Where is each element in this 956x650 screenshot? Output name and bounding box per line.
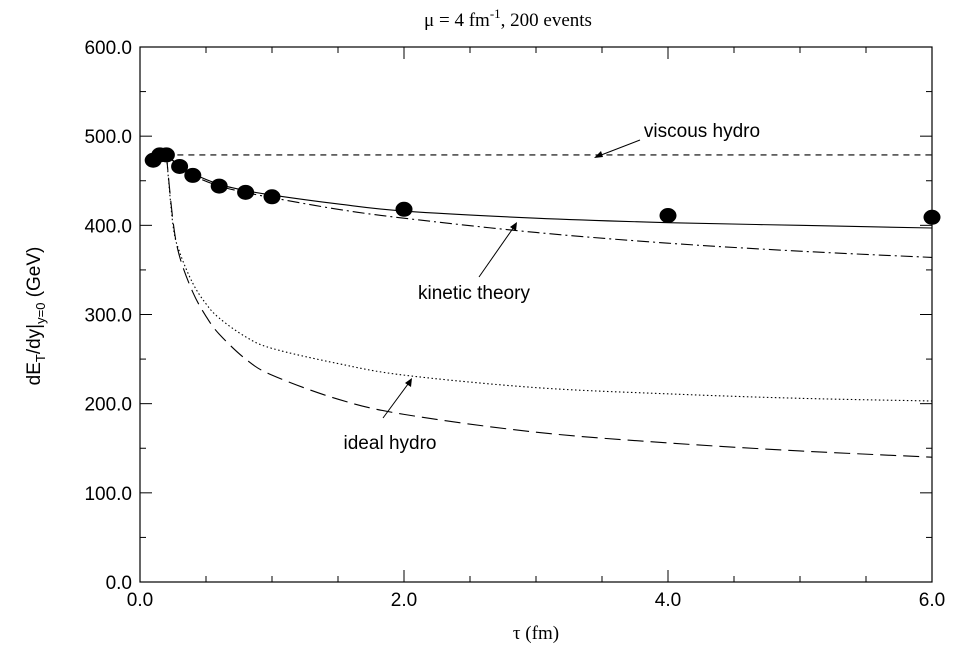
annotation-ideal-hydro: ideal hydro <box>344 433 437 454</box>
y-tick-label: 600.0 <box>84 38 132 59</box>
annotation-viscous-hydro: viscous hydro <box>644 121 760 142</box>
y-tick-label: 300.0 <box>84 306 132 327</box>
data-point <box>184 167 202 183</box>
data-point <box>171 158 189 174</box>
x-tick-label: 6.0 <box>919 590 945 611</box>
data-points <box>144 147 941 225</box>
data-point <box>659 208 677 224</box>
annotation-kinetic-theory: kinetic theory <box>418 283 530 304</box>
chart-title: μ = 4 fm-1, 200 events <box>424 6 592 31</box>
data-point <box>237 184 255 200</box>
arrowhead-viscous-hydro <box>594 151 603 158</box>
y-tick-label: 100.0 <box>84 484 132 505</box>
x-tick-label: 0.0 <box>127 590 153 611</box>
data-point <box>210 178 228 194</box>
arrowhead-ideal-hydro <box>405 378 412 387</box>
arrow-ideal-hydro <box>382 379 412 419</box>
x-axis-label: τ (fm) <box>513 623 559 644</box>
arrowhead-kinetic-theory <box>510 222 517 231</box>
data-point <box>395 201 413 217</box>
y-tick-label: 0.0 <box>106 573 132 594</box>
y-tick-label: 200.0 <box>84 395 132 416</box>
y-tick-label: 400.0 <box>84 216 132 237</box>
title-superscript: -1 <box>490 6 501 21</box>
arrow-viscous-hydro <box>595 139 641 158</box>
y-axis-label: dET/dy|y=0 (GeV) <box>24 247 48 386</box>
arrow-kinetic-theory <box>478 223 517 278</box>
plot-frame <box>139 46 933 583</box>
series-line-long-dashed <box>165 154 933 458</box>
series-line-dash-dot <box>166 154 933 258</box>
annotations: viscous hydro kinetic theory ideal hydro <box>344 121 761 454</box>
axis-ticks: 0.0 2.0 4.0 6.0 0.0 100.0 200.0 300.0 400.0 500.0… <box>84 38 945 611</box>
series-line-kinetic-theory <box>166 154 933 229</box>
series-line-ideal-hydro <box>165 154 933 402</box>
x-tick-label: 2.0 <box>391 590 417 611</box>
x-tick-label: 4.0 <box>655 590 681 611</box>
series-group <box>165 154 933 458</box>
data-point <box>157 147 175 163</box>
y-tick-label: 500.0 <box>84 127 132 148</box>
data-point <box>263 189 281 205</box>
data-point <box>923 209 941 225</box>
